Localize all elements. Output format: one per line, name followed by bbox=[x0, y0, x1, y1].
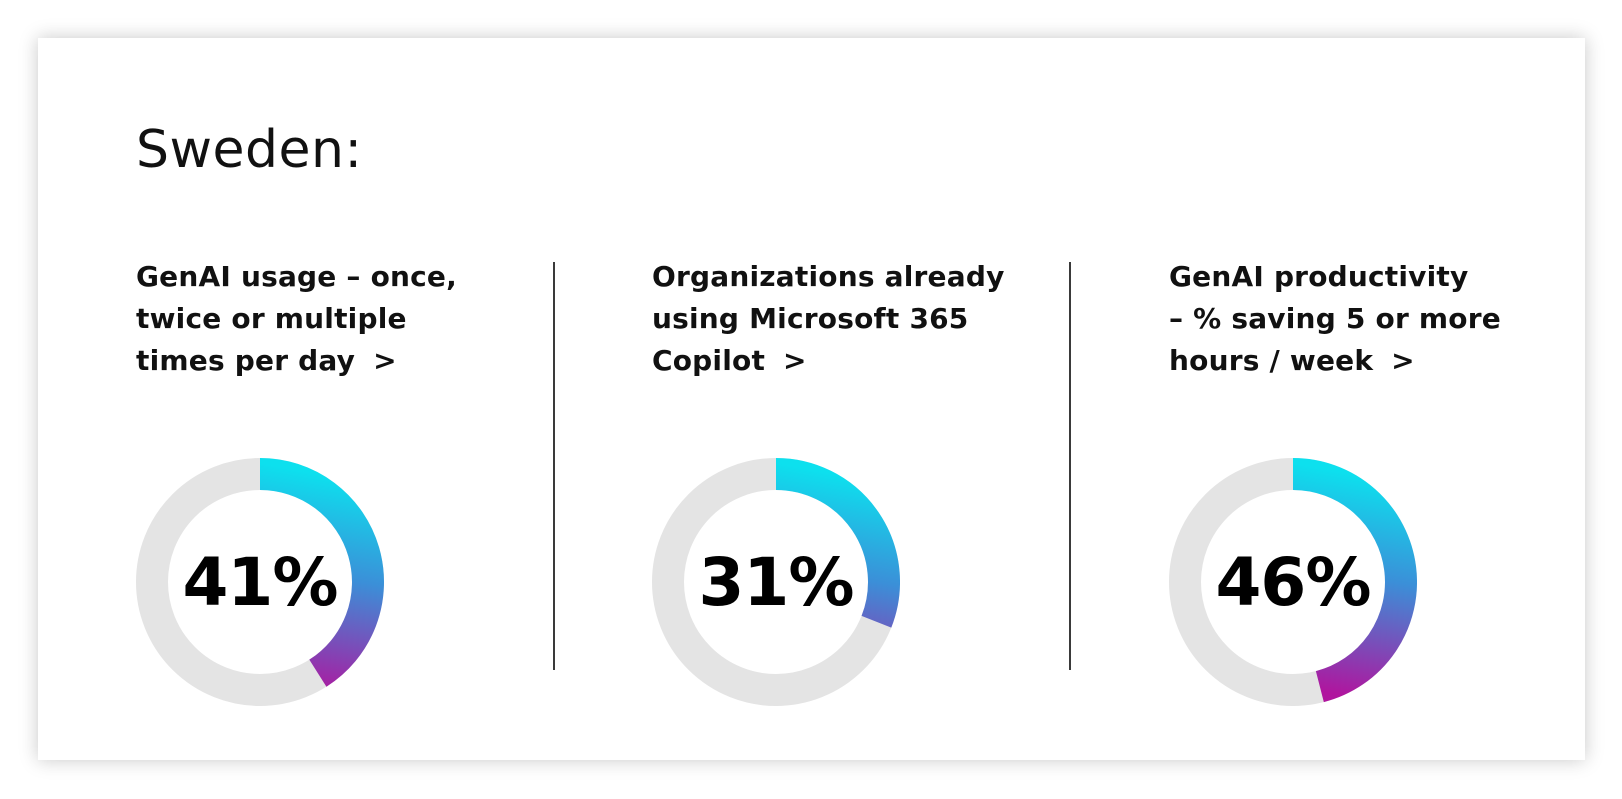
stat-label-link[interactable]: Organizations already using Microsoft 36… bbox=[652, 256, 1012, 382]
stat-label-line: Organizations already bbox=[652, 260, 1005, 293]
donut-svg bbox=[1169, 458, 1417, 706]
stat-label-line: – % saving 5 or more bbox=[1169, 302, 1501, 335]
donut-arc bbox=[1292, 458, 1417, 703]
donut-chart: 31% bbox=[652, 458, 900, 706]
donut-arc bbox=[259, 458, 384, 687]
stat-label-line: GenAI usage – once, bbox=[136, 260, 457, 293]
chevron-right-icon[interactable]: > bbox=[373, 344, 397, 377]
donut-value: 41% bbox=[182, 543, 339, 621]
stat-label-line: twice or multiple bbox=[136, 302, 407, 335]
donut-chart: 41% bbox=[136, 458, 384, 706]
donut-value: 46% bbox=[1215, 543, 1372, 621]
page-title: Sweden: bbox=[136, 120, 363, 180]
stat-label-link[interactable]: GenAI usage – once, twice or multiple ti… bbox=[136, 256, 496, 382]
donut-value: 31% bbox=[698, 543, 855, 621]
donut-svg bbox=[652, 458, 900, 706]
stats-card: Sweden: GenAI usage – once, twice or mul… bbox=[38, 38, 1585, 760]
chevron-right-icon[interactable]: > bbox=[1391, 344, 1415, 377]
column-divider bbox=[553, 262, 555, 670]
stat-label-line: hours / week bbox=[1169, 344, 1374, 377]
column-divider bbox=[1069, 262, 1071, 670]
stat-label-link[interactable]: GenAI productivity – % saving 5 or more … bbox=[1169, 256, 1529, 382]
donut-chart: 46% bbox=[1169, 458, 1417, 706]
stat-label-line: times per day bbox=[136, 344, 356, 377]
stat-label-line: GenAI productivity bbox=[1169, 260, 1469, 293]
chevron-right-icon[interactable]: > bbox=[783, 344, 807, 377]
donut-svg bbox=[136, 458, 384, 706]
donut-arc bbox=[775, 458, 900, 628]
stat-label-line: Copilot bbox=[652, 344, 766, 377]
stat-genai-usage: GenAI usage – once, twice or multiple ti… bbox=[136, 256, 496, 706]
stat-label-line: using Microsoft 365 bbox=[652, 302, 969, 335]
stat-genai-productivity: GenAI productivity – % saving 5 or more … bbox=[1169, 256, 1529, 706]
stat-copilot-usage: Organizations already using Microsoft 36… bbox=[652, 256, 1012, 706]
